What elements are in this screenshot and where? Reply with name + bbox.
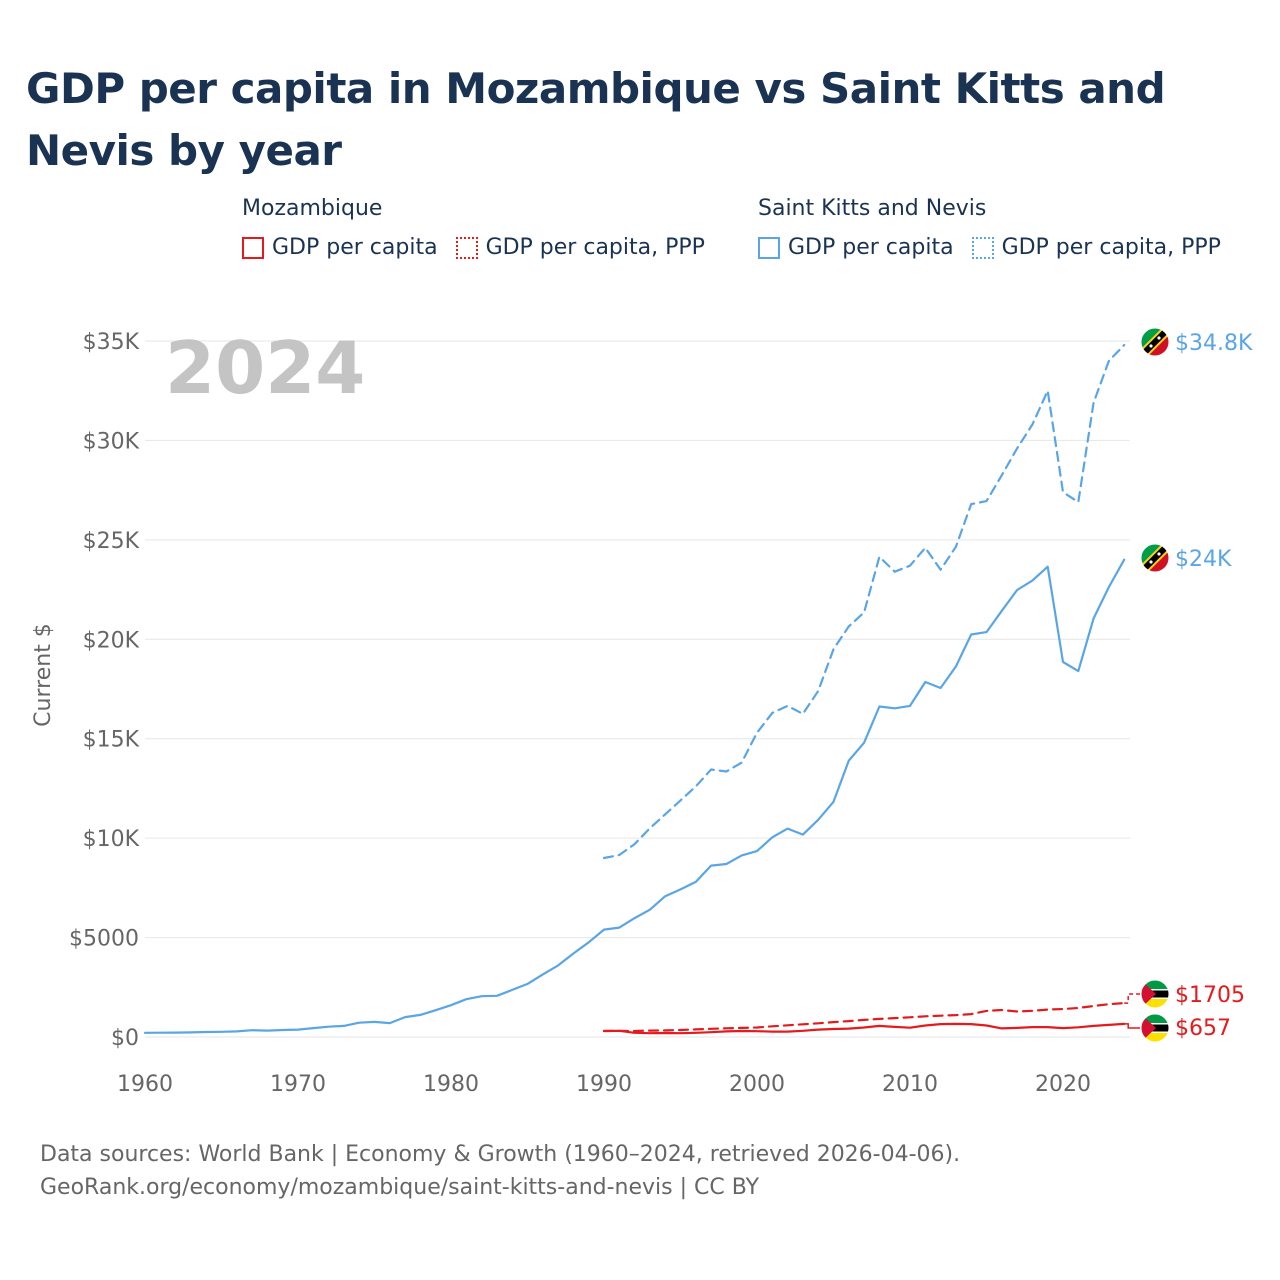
y-tick-label: $5000	[69, 927, 139, 952]
legend-swatch	[455, 236, 478, 259]
end-value-label: $34.8K	[1175, 331, 1253, 356]
end-markers: $34.8K $24K $1705 $657	[1124, 327, 1253, 1043]
chart-title: GDP per capita in Mozambique vs Saint Ki…	[26, 64, 1166, 175]
gridlines	[145, 340, 1130, 1038]
x-tick-label: 1970	[270, 1072, 326, 1097]
leader-line	[1124, 993, 1140, 1004]
legend-swatch	[971, 236, 994, 259]
line-chart: 2024 Current $ $0 $5000 $10K $15K $20K $25K $3…	[31, 326, 1253, 1097]
legend-group-label: Mozambique	[242, 196, 383, 221]
y-tick-label: $0	[111, 1026, 139, 1051]
source-line-2: GeoRank.org/economy/mozambique/saint-kit…	[40, 1175, 760, 1200]
saint-kitts-flag-icon	[1140, 327, 1170, 357]
series-lines	[143, 343, 1126, 1035]
x-tick-label: 2000	[729, 1072, 785, 1097]
series-line-0	[602, 343, 1126, 860]
legend-item-label: GDP per capita	[788, 235, 954, 260]
x-tick-label: 2010	[882, 1072, 938, 1097]
legend-swatch	[242, 236, 264, 259]
y-tick-label: $25K	[83, 529, 140, 554]
x-tick-label: 2020	[1035, 1072, 1091, 1097]
saint-kitts-flag-icon	[1140, 543, 1170, 573]
legend-item-label: GDP per capita	[272, 235, 438, 260]
y-axis-title: Current $	[31, 623, 56, 727]
legend-item-label: GDP per capita, PPP	[1001, 235, 1221, 260]
end-value-label: $657	[1175, 1016, 1231, 1041]
x-tick-label: 1990	[576, 1072, 632, 1097]
y-tick-label: $20K	[83, 628, 140, 653]
mozambique-flag-icon	[1140, 979, 1170, 1009]
legend-item-label: GDP per capita, PPP	[485, 235, 705, 260]
source-note: Data sources: World Bank | Economy & Gro…	[40, 1138, 960, 1204]
legend-item-saint-kitts-gdp[interactable]: GDP per capita	[758, 235, 954, 260]
legend-item-mozambique-gdp-ppp[interactable]: GDP per capita, PPP	[455, 235, 705, 260]
series-line-1	[143, 558, 1126, 1034]
end-value-label: $24K	[1175, 547, 1232, 572]
legend-item-saint-kitts-gdp-ppp[interactable]: GDP per capita, PPP	[971, 235, 1221, 260]
series-line-2	[602, 1001, 1126, 1033]
y-tick-label: $10K	[83, 827, 140, 852]
source-line-1: Data sources: World Bank | Economy & Gro…	[40, 1142, 961, 1167]
mozambique-flag-icon	[1140, 1013, 1170, 1043]
x-tick-label: 1960	[117, 1072, 173, 1097]
legend-swatch	[758, 236, 780, 259]
end-value-label: $1705	[1175, 983, 1245, 1008]
x-tick-label: 1980	[423, 1072, 479, 1097]
y-tick-label: $35K	[83, 330, 140, 355]
y-tick-label: $30K	[83, 429, 140, 454]
legend-group-saint-kitts: Saint Kitts and Nevis GDP per capita GDP…	[758, 196, 1221, 260]
legend-group-mozambique: Mozambique GDP per capita GDP per capita…	[242, 196, 705, 260]
y-axis: $0 $5000 $10K $15K $20K $25K $30K $35K	[69, 330, 140, 1051]
year-label: 2024	[165, 326, 365, 410]
legend-group-label: Saint Kitts and Nevis	[758, 196, 987, 221]
leader-line	[1124, 1023, 1140, 1029]
y-tick-label: $15K	[83, 728, 140, 753]
legend-item-mozambique-gdp[interactable]: GDP per capita	[242, 235, 438, 260]
x-axis: 1960 1970 1980 1990 2000 2010 2020	[117, 1072, 1091, 1097]
series-line-3	[602, 1022, 1126, 1035]
